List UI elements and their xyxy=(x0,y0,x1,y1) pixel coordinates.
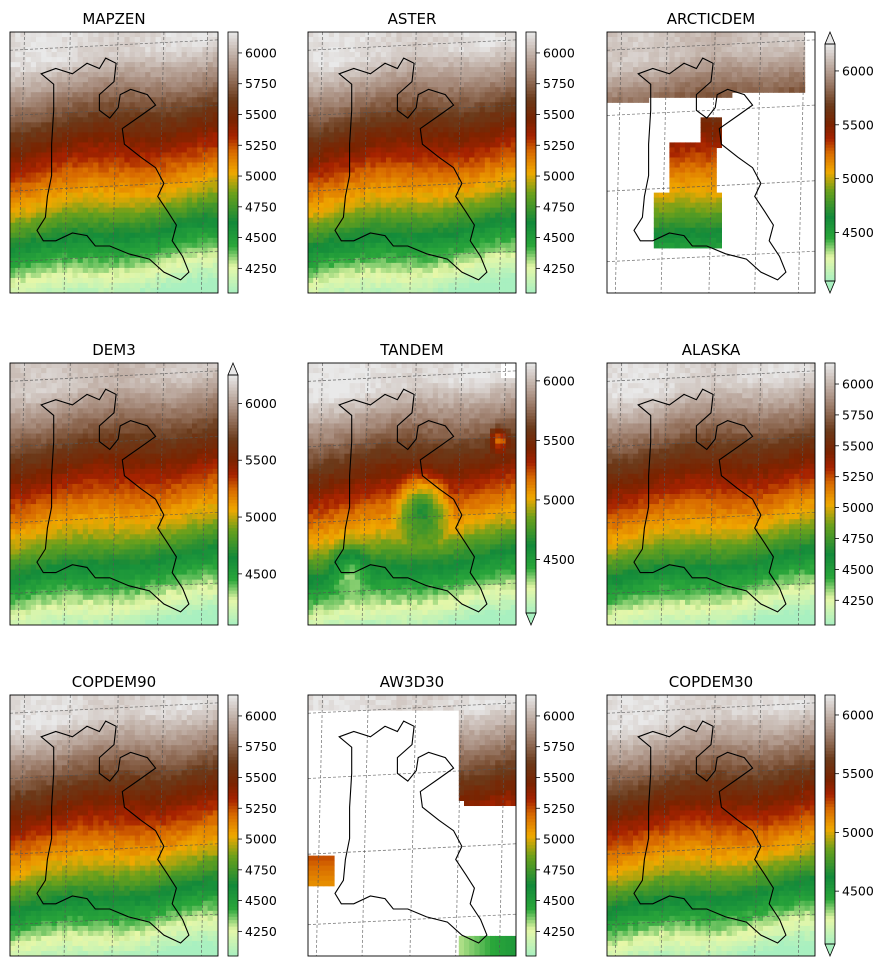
colorbar-tick-label: 4750 xyxy=(543,862,575,877)
colorbar-tick-label: 5000 xyxy=(543,169,575,184)
panel-arcticdem: ARCTICDEM 4500 5000 5500 6000 xyxy=(607,10,874,293)
colorbar-tick-label: 4500 xyxy=(842,225,874,240)
colorbar-tick-label: 6000 xyxy=(842,377,874,392)
colorbar-tick-label: 4250 xyxy=(543,924,575,939)
colorbar-tick-label: 5500 xyxy=(543,770,575,785)
colorbar-tick-label: 6000 xyxy=(543,45,575,60)
colorbar-tick-label: 6000 xyxy=(543,373,575,388)
panel-title: ASTER xyxy=(388,10,437,28)
colorbar-extend-max xyxy=(825,32,835,44)
colorbar-tick-label: 4750 xyxy=(543,199,575,214)
panel-aw3d30: AW3D30 4250 4500 4750 5000 5250 5500 5750 6000 xyxy=(308,673,575,957)
colorbar-tick-label: 5250 xyxy=(543,801,575,816)
colorbar-tick-label: 4250 xyxy=(543,261,575,276)
colorbar-extend-max xyxy=(228,363,238,375)
colorbar-tick-label: 4250 xyxy=(245,924,277,939)
colorbar-tick-label: 5500 xyxy=(842,117,874,132)
colorbar-tick-label: 4500 xyxy=(245,893,277,908)
colorbar-tick-label: 5750 xyxy=(543,76,575,91)
colorbar-tick-label: 4250 xyxy=(245,261,277,276)
colorbar-tick-label: 4250 xyxy=(842,593,874,608)
colorbar-tick-label: 5500 xyxy=(245,453,277,468)
colorbar-tick-label: 6000 xyxy=(543,708,575,723)
panel-title: ALASKA xyxy=(682,341,741,359)
colorbar: 4250 4500 4750 5000 5250 5500 5750 6000 xyxy=(526,32,575,294)
elevation-raster xyxy=(607,363,816,626)
elevation-raster xyxy=(607,695,816,957)
panel-tandem: TANDEM 4500 5000 5500 6000 xyxy=(308,341,575,626)
colorbar-tick-label: 4500 xyxy=(842,562,874,577)
colorbar-tick-label: 5500 xyxy=(543,433,575,448)
colorbar-tick-label: 5000 xyxy=(245,832,277,847)
colorbar: 4500 5000 5500 6000 xyxy=(825,695,874,956)
colorbar-tick-label: 5000 xyxy=(842,825,874,840)
panel-mapzen: MAPZEN 4250 4500 4750 5000 5250 5500 5750 6000 xyxy=(10,10,277,294)
colorbar-tick-label: 6000 xyxy=(245,45,277,60)
colorbar-tick-label: 5750 xyxy=(245,76,277,91)
colorbar-tick-label: 5500 xyxy=(842,766,874,781)
panel-title: COPDEM30 xyxy=(669,673,753,691)
colorbar-tick-label: 4500 xyxy=(543,230,575,245)
elevation-raster xyxy=(10,363,219,626)
panel-title: AW3D30 xyxy=(380,673,444,691)
panel-copdem30: COPDEM30 4500 5000 5500 6000 xyxy=(607,673,874,957)
elevation-raster xyxy=(308,32,517,294)
colorbar: 4250 4500 4750 5000 5250 5500 5750 6000 xyxy=(526,695,575,957)
elevation-raster xyxy=(10,695,219,957)
panel-title: TANDEM xyxy=(379,341,443,359)
colorbar-tick-label: 6000 xyxy=(245,708,277,723)
panel-title: ARCTICDEM xyxy=(667,10,755,28)
colorbar-extend-min xyxy=(825,944,835,956)
colorbar-tick-label: 4500 xyxy=(842,884,874,899)
colorbar-tick-label: 5250 xyxy=(543,138,575,153)
colorbar-tick-label: 5250 xyxy=(245,138,277,153)
panel-title: DEM3 xyxy=(92,341,136,359)
elevation-raster xyxy=(308,695,517,957)
colorbar-tick-label: 5500 xyxy=(543,107,575,122)
colorbar-tick-label: 6000 xyxy=(842,63,874,78)
colorbar-tick-label: 5000 xyxy=(842,171,874,186)
colorbar-tick-label: 5500 xyxy=(245,770,277,785)
colorbar-extend-min xyxy=(825,281,835,293)
panel-title: COPDEM90 xyxy=(72,673,156,691)
elevation-raster xyxy=(10,32,219,294)
colorbar-tick-label: 5500 xyxy=(842,438,874,453)
colorbar-extend-min xyxy=(526,613,536,625)
colorbar: 4250 4500 4750 5000 5250 5500 5750 6000 xyxy=(228,32,277,294)
colorbar-tick-label: 4500 xyxy=(245,230,277,245)
elevation-raster xyxy=(308,363,517,626)
colorbar-tick-label: 5000 xyxy=(245,510,277,525)
colorbar-tick-label: 4500 xyxy=(543,552,575,567)
colorbar: 4250 4500 4750 5000 5250 5500 5750 6000 xyxy=(228,695,277,957)
colorbar-tick-label: 5250 xyxy=(245,801,277,816)
elevation-raster xyxy=(607,32,815,293)
colorbar-tick-label: 5000 xyxy=(543,832,575,847)
colorbar: 4500 5000 5500 6000 xyxy=(228,363,277,626)
colorbar: 4500 5000 5500 6000 xyxy=(526,363,575,625)
colorbar-tick-label: 4750 xyxy=(245,199,277,214)
colorbar-tick-label: 5000 xyxy=(245,169,277,184)
colorbar-tick-label: 5250 xyxy=(842,469,874,484)
colorbar-tick-label: 4750 xyxy=(245,862,277,877)
colorbar-tick-label: 5500 xyxy=(245,107,277,122)
colorbar-tick-label: 5000 xyxy=(543,492,575,507)
panel-aster: ASTER 4250 4500 4750 5000 5250 5500 5750 6000 xyxy=(308,10,575,294)
colorbar-tick-label: 6000 xyxy=(245,396,277,411)
colorbar: 4250 4500 4750 5000 5250 5500 5750 6000 xyxy=(825,363,874,626)
colorbar-tick-label: 6000 xyxy=(842,707,874,722)
panel-alaska: ALASKA 4250 4500 4750 5000 5250 5500 5750 6000 xyxy=(607,341,874,626)
colorbar-tick-label: 5000 xyxy=(842,500,874,515)
colorbar: 4500 5000 5500 6000 xyxy=(825,32,874,293)
colorbar-tick-label: 4750 xyxy=(842,531,874,546)
panel-dem3: DEM3 4500 5000 5500 6000 xyxy=(10,341,277,626)
panel-copdem90: COPDEM90 4250 4500 4750 5000 5250 5500 5750 6000 xyxy=(10,673,277,957)
colorbar-tick-label: 5750 xyxy=(543,739,575,754)
colorbar-tick-label: 5750 xyxy=(245,739,277,754)
colorbar-tick-label: 5750 xyxy=(842,407,874,422)
panel-title: MAPZEN xyxy=(82,10,145,28)
colorbar-tick-label: 4500 xyxy=(245,566,277,581)
colorbar-tick-label: 4500 xyxy=(543,893,575,908)
